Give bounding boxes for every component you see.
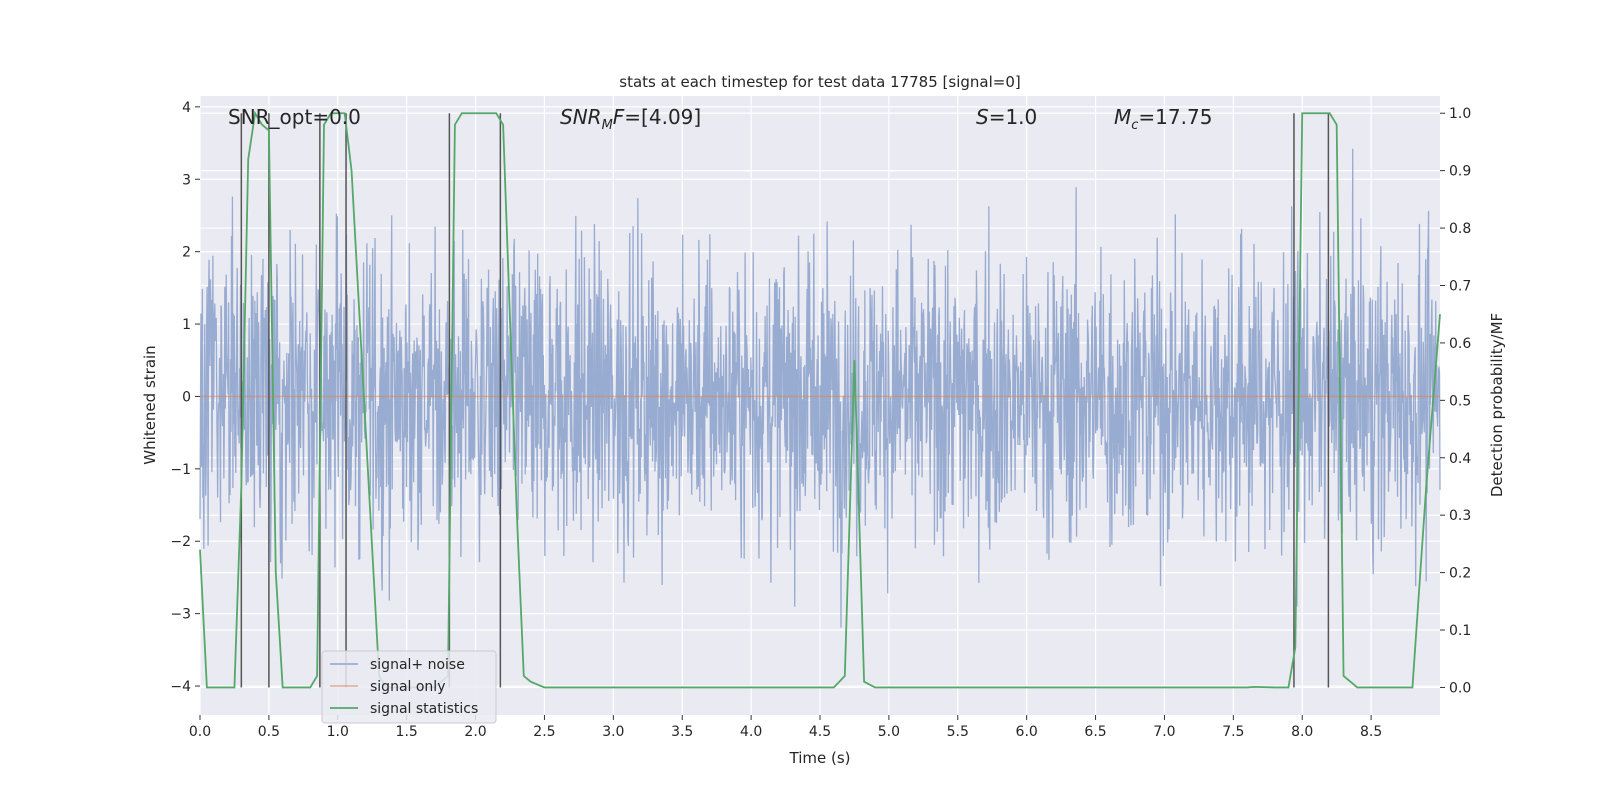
y-tick-label: 4 bbox=[182, 100, 191, 116]
signal-statistics-line bbox=[199, 110, 1441, 689]
x-tick-label: 1.0 bbox=[327, 724, 349, 740]
x-tick-label: 2.0 bbox=[464, 724, 486, 740]
y2-tick-label: 0.3 bbox=[1449, 508, 1471, 524]
ticks: 0.0 0.5 1.0 1.5 2.0 2.5 3.0 3.5 4.0 4.5 5.0 5.5 6.0 6… bbox=[170, 100, 1471, 740]
annotation-snr-mf-value: =[4.09] bbox=[624, 105, 701, 129]
series-signal-statistics bbox=[199, 110, 1441, 689]
x-tick-label: 3.5 bbox=[671, 724, 693, 740]
x-tick-label: 7.0 bbox=[1153, 724, 1175, 740]
y-tick-label: −3 bbox=[170, 607, 191, 623]
series-signal-noise bbox=[199, 148, 1441, 628]
y-tick-label: 1 bbox=[182, 317, 191, 333]
annotation-snr-mf-main2: F bbox=[613, 105, 625, 129]
x-tick-label: 8.0 bbox=[1291, 724, 1313, 740]
annotation-snr-mf-main: SNR bbox=[560, 105, 602, 129]
y-tick-label: 2 bbox=[182, 245, 191, 261]
y-tick-label: −4 bbox=[170, 679, 191, 695]
y2-tick-label: 0.8 bbox=[1449, 221, 1471, 237]
y2-tick-label: 0.2 bbox=[1449, 566, 1471, 582]
y2-tick-label: 0.0 bbox=[1449, 680, 1471, 696]
x-tick-label: 4.5 bbox=[809, 724, 831, 740]
annotation-s: S=1.0 bbox=[976, 105, 1037, 129]
y2-tick-label: 0.9 bbox=[1449, 164, 1471, 180]
legend: signal+ noise signal only signal statist… bbox=[321, 650, 497, 724]
x-tick-label: 5.0 bbox=[878, 724, 900, 740]
x-tick-label: 5.5 bbox=[947, 724, 969, 740]
x-tick-label: 1.5 bbox=[396, 724, 418, 740]
annotation-snr-mf: SNRMF=[4.09] bbox=[560, 105, 701, 133]
annotation-mc-value: =17.75 bbox=[1138, 105, 1212, 129]
annotation-s-label: S bbox=[976, 105, 989, 129]
detection-markers bbox=[240, 113, 1330, 688]
annotation-mc-label: M bbox=[1114, 105, 1131, 129]
y2-tick-label: 1.0 bbox=[1449, 106, 1471, 122]
x-tick-label: 0.0 bbox=[189, 724, 211, 740]
annotation-s-value: =1.0 bbox=[989, 105, 1038, 129]
x-tick-label: 7.5 bbox=[1222, 724, 1244, 740]
legend-entry-noise: signal+ noise bbox=[370, 657, 465, 673]
noise-trace bbox=[199, 148, 1441, 628]
y2-tick-label: 0.1 bbox=[1449, 623, 1471, 639]
y2-tick-label: 0.4 bbox=[1449, 451, 1471, 467]
x-tick-label: 2.5 bbox=[533, 724, 555, 740]
y2-tick-label: 0.6 bbox=[1449, 336, 1471, 352]
y-axis-label: Whitened strain bbox=[141, 345, 159, 464]
y2-axis-label: Detection probability/MF bbox=[1488, 313, 1506, 497]
y2-tick-label: 0.7 bbox=[1449, 278, 1471, 294]
x-tick-label: 0.5 bbox=[258, 724, 280, 740]
x-tick-label: 4.0 bbox=[740, 724, 762, 740]
legend-entry-statistics: signal statistics bbox=[370, 701, 478, 717]
x-tick-label: 6.0 bbox=[1016, 724, 1038, 740]
annotation-mc-sub: c bbox=[1131, 118, 1138, 133]
annotation-snr-opt: SNR_opt=0.0 bbox=[228, 105, 361, 129]
chart-title: stats at each timestep for test data 177… bbox=[619, 73, 1020, 91]
y2-tick-label: 0.5 bbox=[1449, 393, 1471, 409]
legend-frame bbox=[321, 650, 497, 724]
x-tick-label: 3.0 bbox=[602, 724, 624, 740]
annotation-mc: Mc=17.75 bbox=[1114, 105, 1212, 133]
y-tick-label: 0 bbox=[182, 389, 191, 405]
y-tick-label: 3 bbox=[182, 172, 191, 188]
legend-entry-signal: signal only bbox=[370, 679, 445, 695]
x-tick-label: 8.5 bbox=[1360, 724, 1382, 740]
x-axis-label: Time (s) bbox=[789, 749, 851, 767]
annotation-snr-mf-sub: M bbox=[602, 118, 613, 133]
y-tick-label: −2 bbox=[170, 534, 191, 550]
x-tick-label: 6.5 bbox=[1084, 724, 1106, 740]
y-tick-label: −1 bbox=[170, 462, 191, 478]
